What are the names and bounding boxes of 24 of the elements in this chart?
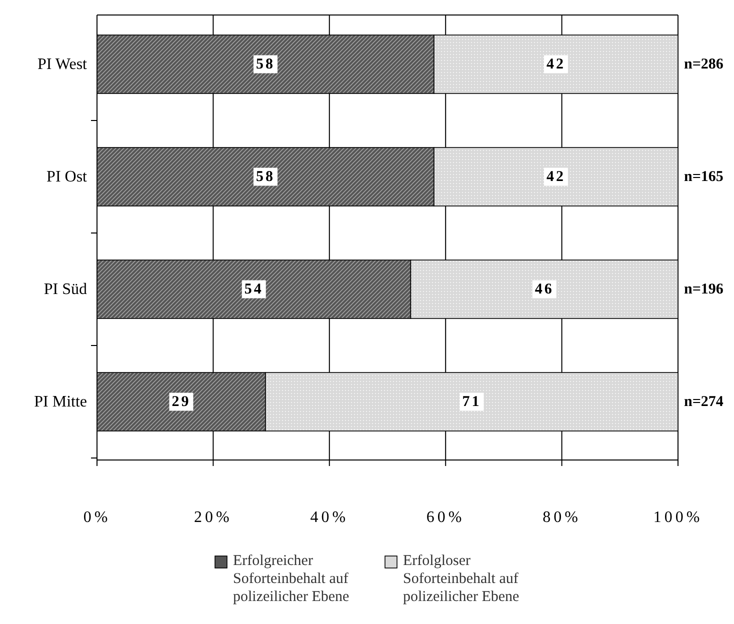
y-tick-label: PI West [37,56,88,73]
data-label: 46 [534,281,554,298]
text: n=165 [684,168,724,185]
legend-label: Erfolgloser Soforteinbehalt auf polizeilicher Ebene [403,553,520,605]
data-label: 58 [256,56,275,72]
data-label: 42 [546,56,566,72]
data-label: 42 [546,168,566,185]
data-label: 29 [172,394,191,410]
x-tick-label: 100% [653,509,703,526]
data-label: 54 [244,281,264,298]
x-tick-label: 80% [542,509,581,526]
data-label: 58 [256,168,275,185]
text: n=274 [684,394,724,410]
text: n=286 [684,56,724,72]
legend-label: Erfolgreicher Soforteinbehalt auf polizeilicher Ebene [233,553,350,605]
data-label: 71 [462,394,482,410]
x-tick-label: 60% [426,509,465,526]
y-tick-label: PI Süd [44,280,87,298]
x-tick-label: 20% [194,509,232,526]
x-tick-label: 40% [310,509,349,526]
y-tick-label: PI Mitte [34,393,87,410]
y-tick-label: PI Ost [46,168,88,186]
text: n=196 [684,281,724,298]
x-tick-label: 0% [83,509,111,526]
